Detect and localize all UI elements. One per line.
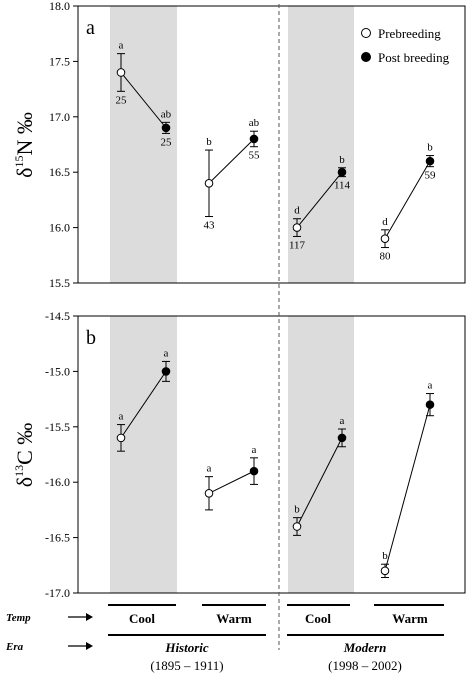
panel-a-letter: a xyxy=(86,17,95,39)
temp-label-modern-cool: Cool xyxy=(305,611,331,626)
panel-b-frame xyxy=(77,315,466,594)
legend-postbreeding-marker xyxy=(361,52,371,62)
n-label-a-3-pre: 80 xyxy=(380,251,392,263)
point-b-0-post xyxy=(161,367,171,376)
connector-a-0 xyxy=(120,72,167,129)
y-tick-label-b-1: -16.5 xyxy=(45,531,70,545)
temp-row-label: Temp xyxy=(6,612,31,624)
y-tick-label-a-1: 16.0 xyxy=(49,221,70,235)
letter-a-0-post: ab xyxy=(161,108,172,120)
point-b-0-pre xyxy=(116,433,126,443)
point-b-3-pre xyxy=(380,566,390,576)
connector-a-2 xyxy=(296,171,343,228)
panel-a-marks: a 25 ab 25 b 43 ab 55 d 117 b 114 d 80 b 59 xyxy=(116,40,437,263)
point-a-3-pre xyxy=(380,234,390,243)
n-label-a-1-pre: 43 xyxy=(204,220,216,232)
legend-prebreeding-marker xyxy=(361,28,371,38)
era-years-historic: (1895 – 1911) xyxy=(150,658,223,673)
point-b-1-post xyxy=(249,466,259,476)
point-a-0-pre xyxy=(116,68,126,77)
temp-arrow-icon xyxy=(68,613,93,621)
letter-b-1-post: a xyxy=(252,444,257,456)
panel-a-frame xyxy=(77,5,466,284)
letter-b-2-post: a xyxy=(340,415,345,427)
y-tick-label-a-3: 17.0 xyxy=(49,110,70,124)
panel-a-y-label: δ15N ‰ xyxy=(12,112,37,178)
temp-label-historic-warm: Warm xyxy=(216,611,252,626)
n-label-a-0-pre: 25 xyxy=(116,94,128,106)
shade-band-b-1 xyxy=(288,316,354,593)
panel-b-marks: a a a a b a b a xyxy=(116,347,435,578)
connector-a-3 xyxy=(384,160,431,239)
connector-a-1 xyxy=(208,138,255,184)
panel-a-y-axis: 15.5 16.0 16.5 17.0 17.5 18.0 xyxy=(49,0,78,290)
point-a-1-pre xyxy=(204,178,214,188)
letter-b-3-post: a xyxy=(428,380,433,392)
n-label-a-3-post: 59 xyxy=(425,170,437,182)
connector-b-0 xyxy=(120,371,167,439)
panel-b-y-label: δ13C ‰ xyxy=(12,423,37,488)
y-tick-label-b-4: -15.0 xyxy=(45,364,70,378)
point-a-3-post xyxy=(425,156,435,166)
legend: Prebreeding Post breeding xyxy=(361,26,450,65)
point-b-2-post xyxy=(337,433,347,443)
panel-a-shading xyxy=(110,6,354,283)
point-a-1-post xyxy=(249,134,259,144)
era-years-modern: (1998 – 2002) xyxy=(328,658,402,673)
point-a-2-post xyxy=(337,167,347,177)
panel-b-shading xyxy=(110,316,354,593)
panel-b-letter: b xyxy=(86,327,96,349)
connector-b-1 xyxy=(208,470,255,494)
legend-prebreeding-label: Prebreeding xyxy=(378,26,441,41)
y-tick-label-a-2: 16.5 xyxy=(49,165,70,179)
point-a-2-pre xyxy=(292,223,302,232)
point-b-1-pre xyxy=(204,488,214,498)
legend-postbreeding-label: Post breeding xyxy=(378,50,450,65)
connector-b-2 xyxy=(296,437,343,527)
letter-b-0-post: a xyxy=(164,347,169,359)
n-label-a-1-post: 55 xyxy=(249,150,261,162)
n-label-a-0-post: 25 xyxy=(161,136,173,148)
letter-a-3-pre: d xyxy=(382,216,388,228)
letter-b-1-pre: a xyxy=(207,463,212,475)
y-tick-label-b-3: -15.5 xyxy=(45,420,70,434)
y-tick-label-b-5: -14.5 xyxy=(45,309,70,323)
letter-a-1-pre: b xyxy=(206,136,212,148)
y-tick-label-a-4: 17.5 xyxy=(49,54,70,68)
shade-band-a-0 xyxy=(110,6,177,283)
bottom-axis: Temp Era Cool Warm Cool Warm Historic (1… xyxy=(5,604,444,673)
era-arrow-icon xyxy=(68,642,93,650)
connector-b-3 xyxy=(384,404,431,571)
y-tick-label-a-5: 18.0 xyxy=(49,0,70,13)
letter-a-2-post: b xyxy=(339,154,345,166)
era-name-modern: Modern xyxy=(343,640,387,655)
point-b-3-post xyxy=(425,400,435,409)
letter-a-3-post: b xyxy=(427,142,433,154)
letter-a-1-post: ab xyxy=(249,117,260,129)
panel-b-y-axis: -17.0 -16.5 -16.0 -15.5 -15.0 -14.5 xyxy=(45,309,78,600)
letter-b-2-pre: b xyxy=(294,504,300,516)
letter-b-3-pre: b xyxy=(382,550,388,562)
point-a-0-post xyxy=(161,123,171,133)
letter-a-0-pre: a xyxy=(119,40,124,52)
n-label-a-2-post: 114 xyxy=(334,180,351,192)
y-tick-label-b-2: -16.0 xyxy=(45,475,70,489)
temp-label-modern-warm: Warm xyxy=(392,611,428,626)
panel-b: -17.0-16.5-16.0-15.5-15.0-14.5 aaaababa … xyxy=(12,309,466,600)
letter-b-0-pre: a xyxy=(119,411,124,423)
point-b-2-pre xyxy=(292,522,302,531)
era-row-label: Era xyxy=(5,641,24,653)
n-label-a-2-pre: 117 xyxy=(289,239,306,251)
y-tick-label-a-0: 15.5 xyxy=(49,276,70,290)
temp-label-historic-cool: Cool xyxy=(129,611,155,626)
era-name-historic: Historic xyxy=(164,640,209,655)
y-tick-label-b-0: -17.0 xyxy=(45,586,70,600)
letter-a-2-pre: d xyxy=(294,205,300,217)
